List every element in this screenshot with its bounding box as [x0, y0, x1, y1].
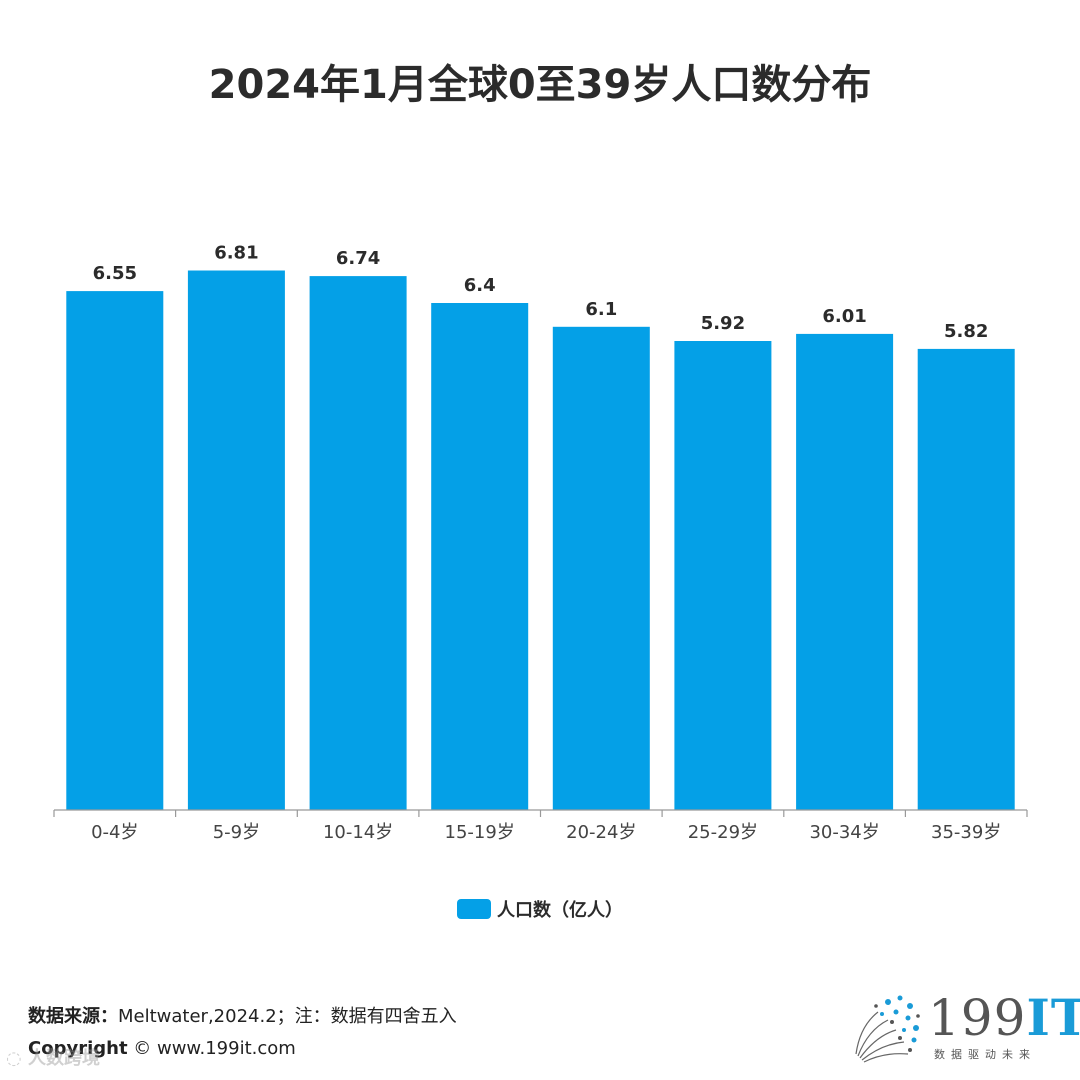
bars-layer [66, 270, 1015, 811]
category-label-0: 0-4岁 [91, 822, 138, 843]
category-label-2: 10-14岁 [323, 822, 393, 843]
category-label-6: 30-34岁 [809, 822, 879, 843]
value-label-7: 5.82 [944, 321, 988, 342]
value-label-3: 6.4 [464, 275, 496, 296]
category-label-3: 15-19岁 [445, 822, 515, 843]
bar-5 [674, 341, 772, 810]
copyright-note: Copyright © www.199it.com [28, 1038, 296, 1059]
logo: 199IT 数据驱动未来 [848, 990, 1080, 1066]
value-label-5: 5.92 [701, 313, 745, 334]
copyright-label: Copyright [28, 1038, 128, 1059]
value-label-1: 6.81 [214, 243, 258, 264]
value-label-0: 6.55 [93, 263, 137, 284]
bar-7 [917, 348, 1015, 810]
dandelion-dots-icon [855, 995, 920, 1063]
copyright-text: © www.199it.com [127, 1038, 296, 1059]
category-label-5: 25-29岁 [688, 822, 758, 843]
value-labels-layer: 6.55 6.81 6.74 6.4 6.1 5.92 6.01 5.82 [93, 243, 989, 342]
category-label-1: 5-9岁 [213, 822, 260, 843]
legend: 人口数（亿人） [0, 896, 1080, 922]
value-label-6: 6.01 [822, 306, 866, 327]
value-label-2: 6.74 [336, 248, 380, 269]
legend-label: 人口数（亿人） [497, 900, 623, 921]
source-text: Meltwater,2024.2；注：数据有四舍五入 [118, 1006, 457, 1027]
category-label-4: 20-24岁 [566, 822, 636, 843]
value-label-4: 6.1 [585, 299, 617, 320]
source-label: 数据来源： [28, 1006, 118, 1027]
logo-wordmark: 199IT [928, 988, 1080, 1047]
bar-3 [431, 303, 529, 810]
source-note: 数据来源：Meltwater,2024.2；注：数据有四舍五入 [28, 1002, 457, 1028]
bar-0 [66, 291, 164, 811]
x-axis: 0-4岁 5-9岁 10-14岁 15-19岁 20-24岁 25-29岁 30-34岁 35… [53, 809, 1028, 843]
category-label-7: 35-39岁 [931, 822, 1001, 843]
chat-bubble-icon: ◌ [6, 1048, 22, 1069]
bar-6 [796, 333, 894, 810]
legend-swatch [457, 899, 491, 919]
bar-1 [187, 270, 285, 810]
bar-2 [309, 276, 407, 811]
watermark: ◌ 人数跨境 [6, 1044, 100, 1070]
bar-4 [552, 326, 650, 810]
chart-title: 2024年1月全球0至39岁人口数分布 [208, 62, 872, 108]
logo-tagline: 数据驱动未来 [934, 1048, 1036, 1061]
watermark-text: 人数跨境 [28, 1048, 100, 1069]
